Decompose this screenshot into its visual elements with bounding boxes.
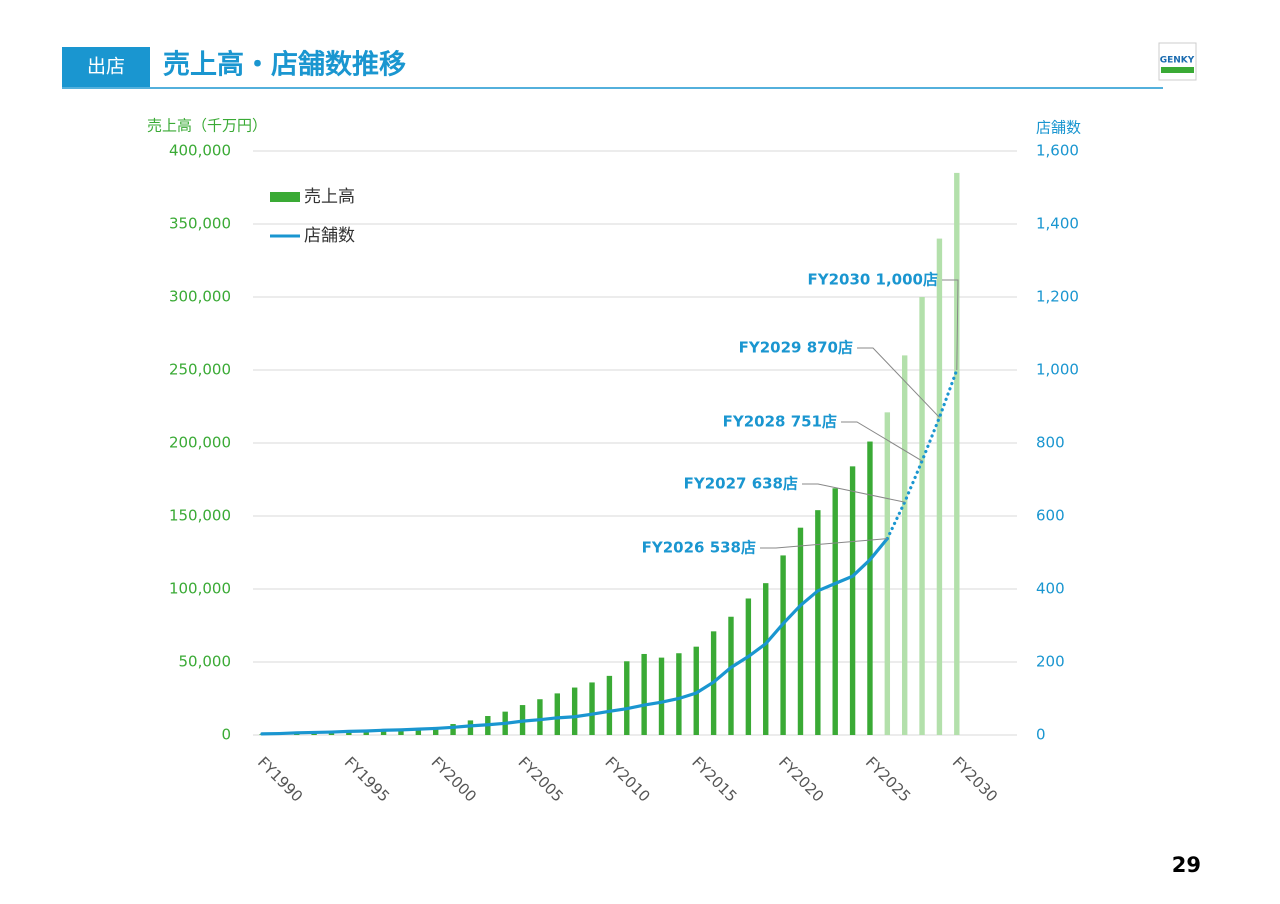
bar [589, 682, 595, 735]
y-tick-label: 50,000 [179, 653, 232, 671]
x-tick-label: FY2005 [515, 753, 567, 805]
x-tick-label: FY2030 [949, 753, 1001, 805]
legend-label: 売上高 [304, 187, 355, 207]
bar [571, 687, 578, 735]
y-tick-label: 0 [221, 726, 231, 744]
bar [606, 675, 613, 735]
y-tick-label: 250,000 [169, 361, 231, 379]
y2-tick-label: 1,200 [1036, 288, 1079, 306]
y-tick-label: 300,000 [169, 288, 231, 306]
bar [658, 657, 665, 735]
bar [693, 646, 699, 735]
y2-tick-label: 200 [1036, 653, 1065, 671]
bar [450, 724, 456, 735]
bar [745, 598, 752, 735]
annotation: FY2028 751店 [723, 413, 837, 431]
y-tick-label: 100,000 [169, 580, 231, 598]
legend-swatch-bar [270, 192, 300, 202]
slide-title: 売上高・店舗数推移 [163, 49, 406, 81]
page-number: 29 [1172, 853, 1201, 877]
leader-line [942, 279, 959, 371]
bar [537, 699, 543, 735]
y2-tick-label: 800 [1036, 434, 1065, 452]
y-tick-label: 400,000 [169, 142, 231, 160]
y2-axis-label: 店舗数 [1036, 119, 1081, 137]
bar [554, 693, 560, 735]
bar [832, 488, 838, 735]
bar [884, 412, 891, 735]
x-tick-label: FY2025 [862, 753, 914, 805]
bar [849, 466, 856, 735]
y-axis-label: 売上高（千万円） [147, 117, 267, 135]
bar [311, 733, 317, 735]
y-tick-label: 150,000 [169, 507, 231, 525]
x-tick-label: FY2000 [428, 753, 480, 805]
y2-tick-label: 0 [1036, 726, 1046, 744]
bar [363, 731, 369, 735]
leader-line [857, 347, 940, 418]
store-line [260, 537, 889, 736]
annotation: FY2030 1,000店 [807, 271, 938, 289]
logo-stripe [1161, 67, 1194, 73]
bar [380, 730, 387, 735]
y2-tick-label: 1,400 [1036, 215, 1079, 233]
bar [641, 653, 647, 735]
section-box [62, 47, 150, 87]
bar [763, 583, 769, 735]
x-tick-label: FY1990 [254, 753, 306, 805]
x-tick-label: FY2010 [601, 753, 653, 805]
annotation: FY2027 638店 [684, 475, 798, 493]
legend-label: 店舗数 [304, 226, 355, 246]
bar [467, 720, 474, 735]
section-label: 出店 [87, 56, 125, 78]
annotation: FY2026 538店 [642, 539, 756, 557]
bar [867, 441, 873, 735]
bar [415, 729, 422, 735]
bar [954, 172, 960, 735]
bar [328, 732, 335, 735]
bar [346, 732, 352, 735]
bar [433, 726, 439, 735]
bar [936, 238, 943, 735]
x-tick-label: FY2020 [775, 753, 827, 805]
bar [624, 661, 630, 735]
y2-tick-label: 600 [1036, 507, 1065, 525]
bar [815, 510, 821, 735]
leader-line [802, 483, 905, 503]
bar [728, 616, 734, 735]
leader-line [760, 538, 888, 549]
bar [780, 555, 786, 735]
leader-line [841, 421, 923, 462]
y-tick-label: 350,000 [169, 215, 231, 233]
bar [919, 297, 925, 735]
bar [797, 527, 804, 735]
y2-tick-label: 1,000 [1036, 361, 1079, 379]
x-tick-label: FY1995 [341, 753, 393, 805]
bar [676, 653, 682, 735]
bar [398, 730, 404, 735]
annotation: FY2029 870店 [739, 339, 853, 357]
logo-text: GENKY [1160, 56, 1195, 66]
y2-tick-label: 400 [1036, 580, 1065, 598]
x-tick-label: FY2015 [688, 753, 740, 805]
y2-tick-label: 1,600 [1036, 142, 1079, 160]
bar [901, 355, 908, 735]
logo-box [1158, 42, 1197, 81]
y-tick-label: 200,000 [169, 434, 231, 452]
